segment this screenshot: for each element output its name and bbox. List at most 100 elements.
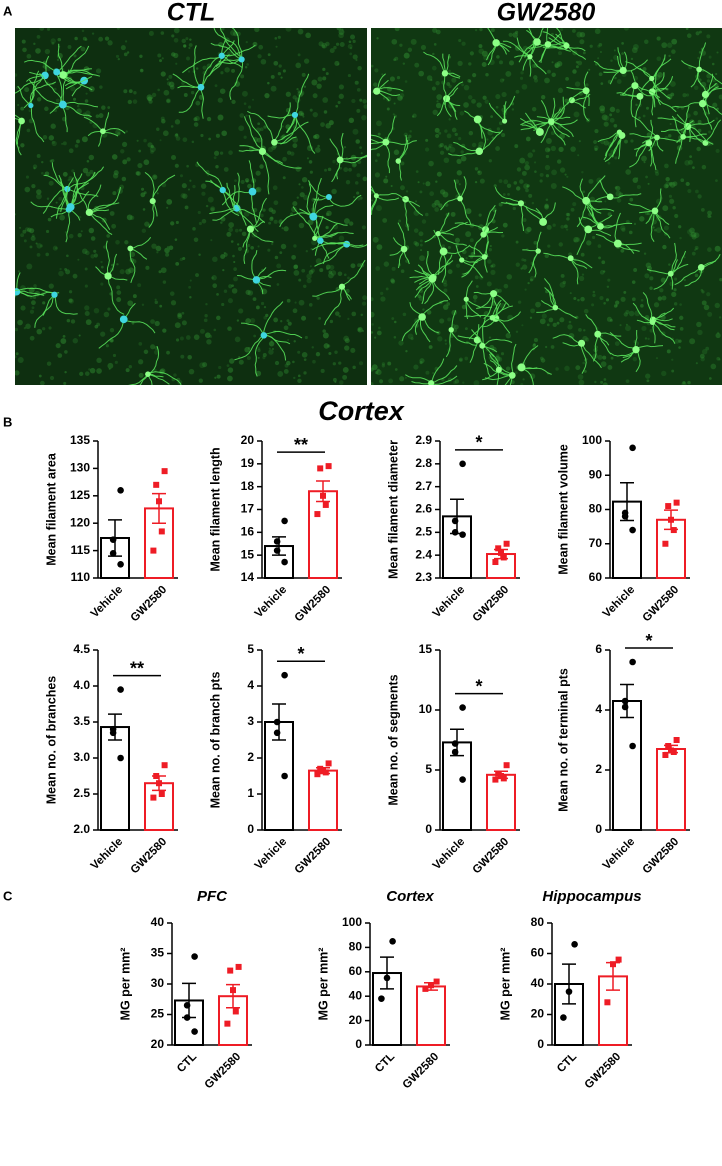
process: [651, 58, 672, 79]
texture: [556, 61, 563, 67]
process: [341, 259, 366, 288]
texture: [586, 240, 592, 246]
texture: [515, 330, 519, 334]
process: [481, 318, 486, 346]
texture: [171, 52, 176, 57]
texture: [56, 58, 60, 61]
texture: [551, 169, 557, 176]
texture: [177, 312, 182, 318]
texture: [138, 342, 143, 346]
texture: [120, 149, 125, 154]
process: [566, 45, 586, 52]
texture: [545, 138, 552, 144]
process: [681, 60, 700, 70]
texture: [522, 378, 525, 381]
texture: [137, 283, 142, 288]
texture: [123, 89, 128, 94]
texture: [550, 145, 556, 152]
process: [485, 229, 489, 257]
data-point: [273, 538, 281, 545]
texture: [425, 181, 431, 187]
texture: [109, 327, 115, 333]
x-tick-label: Vehicle: [601, 836, 638, 873]
texture: [633, 268, 638, 272]
process: [593, 60, 624, 71]
texture: [345, 288, 350, 294]
data-point: [389, 938, 396, 945]
texture: [421, 219, 427, 224]
texture: [292, 136, 299, 143]
texture: [623, 28, 629, 31]
bar: [486, 773, 516, 831]
texture: [126, 157, 131, 162]
texture: [303, 358, 307, 361]
texture: [99, 85, 103, 89]
texture: [654, 169, 659, 174]
texture: [174, 163, 179, 168]
texture: [337, 101, 341, 105]
y-tick-label: 125: [70, 488, 90, 502]
soma: [619, 66, 627, 75]
process: [16, 290, 45, 296]
texture: [382, 218, 388, 223]
texture: [293, 264, 299, 269]
texture: [46, 28, 51, 31]
process: [483, 209, 497, 235]
texture: [84, 310, 90, 317]
texture: [515, 240, 519, 244]
process: [209, 207, 237, 215]
texture: [564, 365, 570, 372]
texture: [606, 285, 610, 289]
texture: [301, 351, 308, 358]
process: [200, 54, 230, 88]
texture: [237, 246, 243, 251]
texture: [485, 72, 489, 77]
texture: [669, 81, 676, 87]
process: [488, 102, 505, 122]
process: [444, 54, 450, 74]
y-tick-label: 30: [151, 976, 165, 990]
section-title: Cortex: [318, 396, 405, 426]
texture: [548, 317, 554, 323]
process: [465, 299, 482, 318]
texture: [449, 146, 456, 153]
texture: [311, 79, 318, 86]
texture: [113, 170, 119, 176]
texture: [171, 34, 175, 38]
texture: [36, 193, 42, 200]
process: [328, 194, 362, 207]
texture: [339, 380, 344, 385]
texture: [583, 308, 589, 314]
texture: [379, 291, 384, 296]
texture: [292, 201, 298, 207]
texture: [575, 65, 579, 69]
process: [630, 85, 636, 118]
texture: [121, 176, 127, 182]
texture: [674, 213, 679, 219]
process: [648, 142, 653, 167]
texture: [668, 263, 671, 266]
texture: [380, 296, 386, 302]
texture: [446, 302, 451, 306]
texture: [296, 196, 299, 199]
texture: [592, 290, 596, 294]
process: [147, 346, 160, 375]
process: [437, 233, 467, 246]
process: [652, 321, 676, 345]
process: [682, 105, 690, 138]
soma: [489, 314, 496, 321]
process: [63, 45, 90, 76]
texture: [527, 152, 533, 158]
x-tick-label: CTL: [555, 1051, 579, 1075]
texture: [555, 367, 559, 371]
x-tick-label: GW2580: [129, 584, 170, 625]
texture: [140, 68, 143, 72]
process: [580, 343, 587, 374]
texture: [238, 308, 244, 314]
soma: [248, 187, 257, 196]
process: [139, 373, 149, 385]
process: [320, 240, 364, 247]
data-point: [153, 481, 160, 488]
texture: [81, 29, 85, 33]
process: [385, 115, 396, 143]
